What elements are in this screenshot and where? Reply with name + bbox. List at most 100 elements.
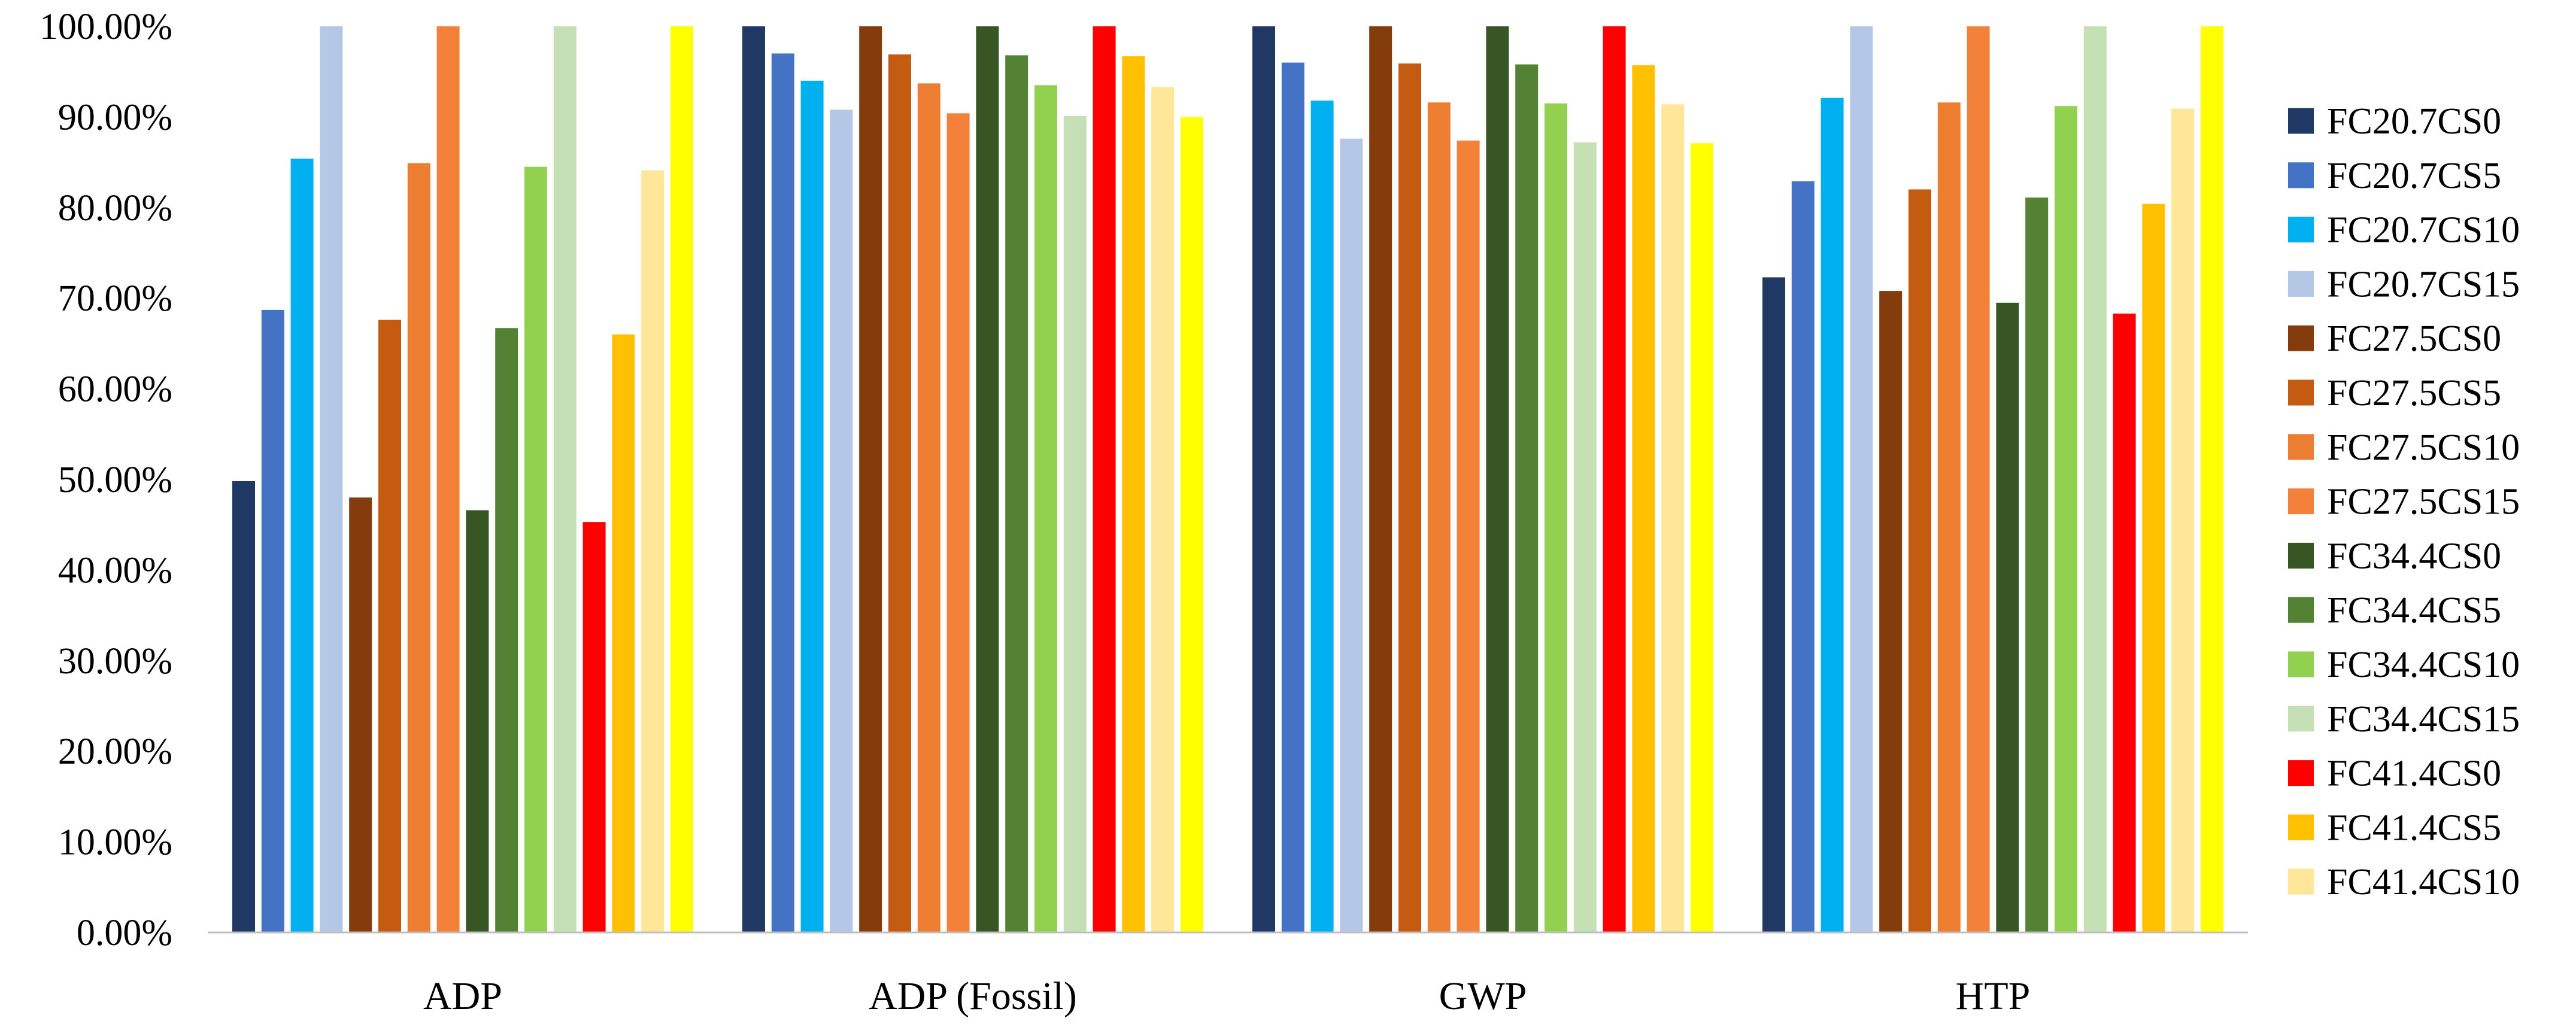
- bar: [495, 328, 518, 932]
- legend-label: FC41.4CS10: [2327, 862, 2520, 903]
- bar: [1909, 189, 1931, 932]
- bar: [1398, 63, 1421, 933]
- legend-swatch: [2288, 542, 2314, 569]
- bar: [2142, 203, 2165, 933]
- legend-label: FC34.4CS5: [2327, 590, 2501, 631]
- bar: [1457, 140, 1480, 932]
- bar: [261, 309, 284, 932]
- bar: [641, 170, 665, 933]
- bar: [1427, 102, 1451, 933]
- bar: [1850, 26, 1873, 932]
- legend-swatch: [2288, 760, 2314, 786]
- y-tick-label: 70.00%: [58, 278, 172, 319]
- bar: [1181, 117, 1203, 932]
- bar: [1369, 26, 1392, 932]
- bar: [1573, 142, 1597, 932]
- legend-swatch: [2288, 488, 2314, 515]
- bar: [771, 53, 794, 932]
- legend-swatch: [2288, 325, 2314, 351]
- bar: [1879, 291, 1903, 933]
- bar: [436, 26, 460, 932]
- bar: [232, 481, 255, 932]
- legend-label: FC41.4CS0: [2327, 753, 2501, 794]
- legend-swatch: [2288, 868, 2314, 895]
- bar: [1603, 26, 1626, 932]
- legend-label: FC27.5CS0: [2327, 318, 2501, 359]
- y-tick-label: 90.00%: [58, 97, 172, 138]
- bar: [2055, 106, 2077, 933]
- bar: [349, 497, 372, 932]
- bar: [2083, 26, 2107, 932]
- bar: [1632, 65, 1655, 933]
- bar: [888, 54, 911, 932]
- bar: [946, 113, 970, 932]
- bar: [1093, 26, 1116, 932]
- bar: [1034, 85, 1057, 932]
- bar: [1063, 116, 1087, 932]
- legend-swatch: [2288, 651, 2314, 677]
- legend-label: FC27.5CS10: [2327, 427, 2520, 468]
- legend-swatch: [2288, 434, 2314, 460]
- y-tick-label: 60.00%: [58, 369, 172, 410]
- bar: [320, 26, 343, 932]
- legend-label: FC20.7CS0: [2327, 101, 2501, 142]
- legend: FC20.7CS0 FC20.7CS5 FC20.7CS10 FC20.7CS15 FC…: [2288, 101, 2520, 903]
- legend-label: FC27.5CS5: [2327, 373, 2501, 414]
- bar: [1151, 87, 1175, 932]
- legend-label: FC34.4CS10: [2327, 645, 2520, 685]
- bar: [1937, 102, 1961, 933]
- legend-swatch: [2288, 162, 2314, 189]
- bar: [466, 510, 489, 932]
- legend-swatch: [2288, 597, 2314, 623]
- bar: [1821, 98, 1844, 933]
- y-tick-label: 50.00%: [58, 460, 172, 500]
- y-tick-label: 30.00%: [58, 641, 172, 682]
- legend-swatch: [2288, 271, 2314, 297]
- legend-label: FC20.7CS15: [2327, 264, 2520, 305]
- category-label: ADP (Fossil): [869, 974, 1077, 1018]
- y-tick-label: 100.00%: [40, 7, 172, 47]
- bar: [2201, 26, 2223, 932]
- bar: [1310, 101, 1334, 933]
- bar: [2171, 108, 2195, 932]
- bar: [976, 26, 999, 932]
- bar: [1281, 62, 1304, 933]
- legend-label: FC27.5CS15: [2327, 482, 2520, 522]
- legend-label: FC34.4CS15: [2327, 699, 2520, 740]
- bar: [1545, 103, 1567, 933]
- legend-swatch: [2288, 706, 2314, 732]
- bar: [1791, 181, 1815, 932]
- y-tick-label: 0.00%: [77, 913, 172, 953]
- bar: [917, 83, 940, 932]
- bar: [378, 320, 401, 932]
- bar: [1340, 138, 1363, 933]
- bar: [830, 110, 853, 932]
- bar: [407, 163, 430, 933]
- bar: [2025, 198, 2049, 933]
- bar: [1122, 56, 1145, 932]
- bar: [553, 26, 577, 932]
- legend-swatch: [2288, 379, 2314, 406]
- bar: [859, 26, 882, 932]
- category-label: HTP: [1956, 974, 2031, 1018]
- legend-swatch: [2288, 217, 2314, 243]
- bar: [290, 159, 314, 932]
- x-axis: ADP ADP (Fossil) GWP HTP: [208, 931, 2248, 1018]
- bar: [1996, 302, 2019, 932]
- bar: [800, 80, 824, 932]
- legend-label: FC20.7CS5: [2327, 156, 2501, 196]
- plot-area: [232, 26, 2223, 933]
- legend-label: FC20.7CS10: [2327, 210, 2520, 251]
- legend-swatch: [2288, 108, 2314, 134]
- bar: [1005, 55, 1028, 932]
- category-label: ADP: [423, 974, 502, 1018]
- y-tick-label: 80.00%: [58, 188, 172, 229]
- y-tick-label: 10.00%: [58, 822, 172, 863]
- bar: [1661, 104, 1685, 933]
- bar: [612, 334, 635, 932]
- bar: [1486, 26, 1509, 932]
- bar: [582, 522, 606, 932]
- bar: [1691, 143, 1713, 932]
- y-tick-label: 40.00%: [58, 550, 172, 591]
